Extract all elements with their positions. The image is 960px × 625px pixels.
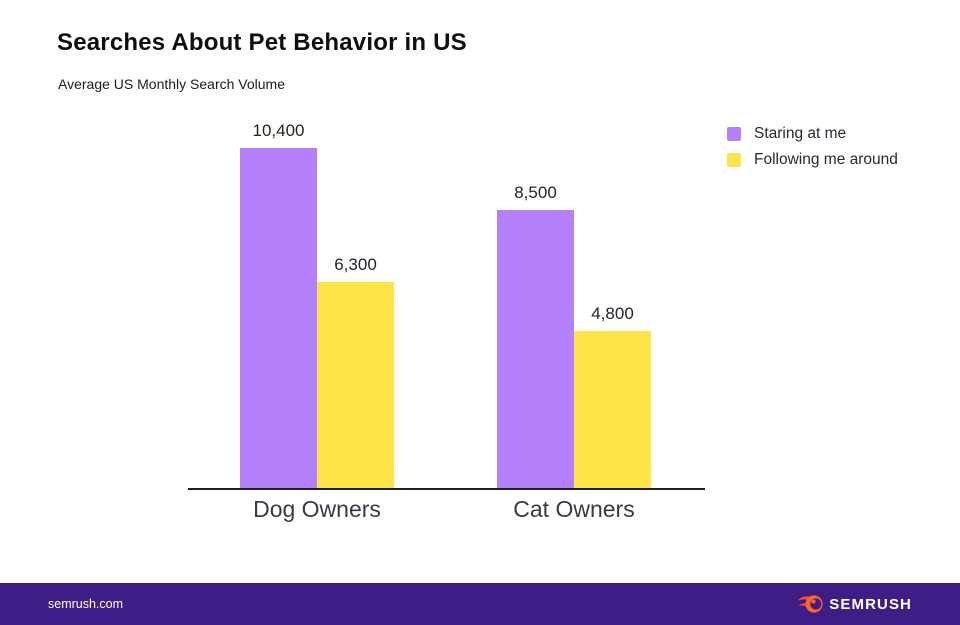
legend-label: Following me around [754, 151, 898, 168]
bar-value-label: 10,400 [252, 121, 305, 140]
bar-value-label: 8,500 [514, 183, 557, 202]
semrush-wordmark: SEMRUSH [829, 595, 912, 613]
legend-item-following: Following me around [727, 147, 898, 173]
chart-title: Searches About Pet Behavior in US [57, 29, 467, 56]
x-axis-line [188, 488, 705, 490]
semrush-logo: SEMRUSH [797, 594, 912, 614]
legend-item-staring: Staring at me [727, 121, 898, 147]
semrush-fireball-svg [797, 595, 823, 613]
legend-swatch-purple-icon [727, 127, 741, 141]
bar-dog-owners-following-me-around [317, 282, 394, 488]
bar-group-cat-owners: 8,500 4,800 [497, 183, 651, 488]
chart-legend: Staring at me Following me around [727, 121, 898, 173]
footer-site-url: semrush.com [48, 597, 124, 611]
bar-wrap: 8,500 [497, 183, 574, 488]
plot-area: 10,400 6,300 Dog Owners 8,500 4,800 Cat Owner… [188, 0, 705, 522]
footer-bar: semrush.com SEMRUSH [0, 583, 960, 625]
bar-cat-owners-staring-at-me [497, 210, 574, 488]
bar-value-label: 6,300 [334, 255, 377, 274]
bar-dog-owners-staring-at-me [240, 148, 317, 488]
semrush-fireball-icon [797, 594, 823, 614]
bar-wrap: 10,400 [240, 121, 317, 488]
chart-subtitle: Average US Monthly Search Volume [58, 76, 285, 92]
legend-swatch-yellow-icon [727, 153, 741, 167]
bar-wrap: 6,300 [317, 255, 394, 488]
category-label-cat-owners: Cat Owners [513, 496, 635, 522]
bar-wrap: 4,800 [574, 304, 651, 488]
bar-group-dog-owners: 10,400 6,300 [240, 121, 394, 488]
bar-cat-owners-following-me-around [574, 331, 651, 488]
bar-value-label: 4,800 [591, 304, 634, 323]
category-label-dog-owners: Dog Owners [253, 496, 381, 522]
legend-label: Staring at me [754, 125, 847, 142]
